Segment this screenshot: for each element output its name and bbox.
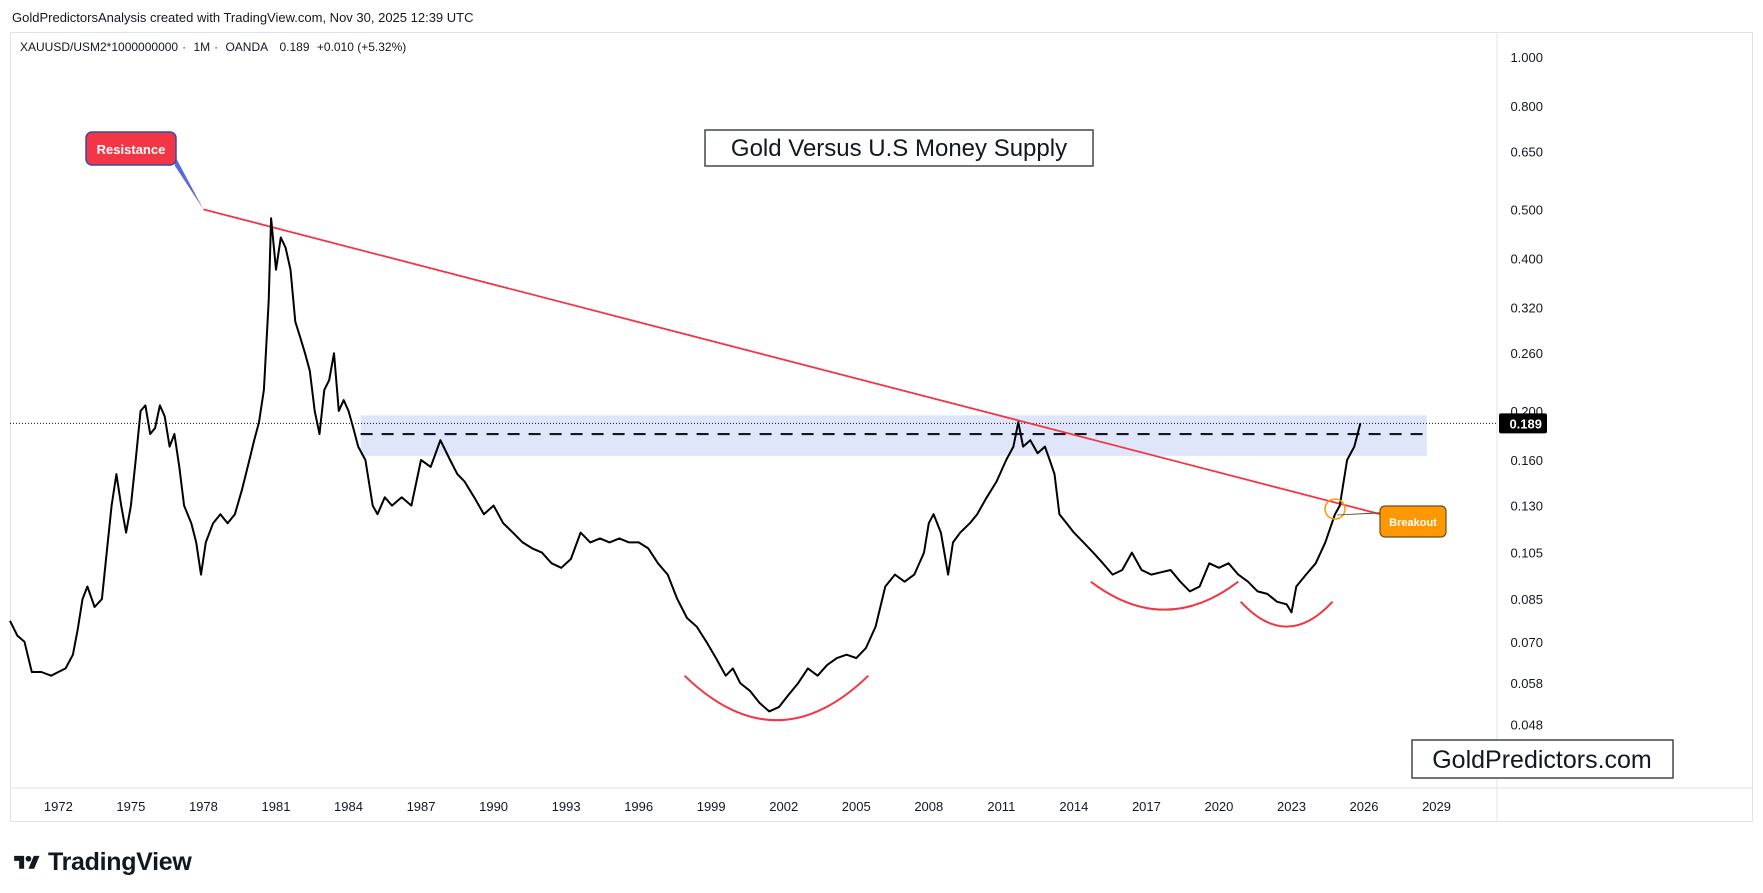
price-tick-label: 1.000	[1510, 50, 1543, 65]
breakout-label-box	[1379, 505, 1447, 538]
time-tick-label: 2014	[1059, 799, 1088, 814]
last-value-badge-label: 0.189	[1509, 416, 1542, 431]
price-tick-label: 0.160	[1510, 453, 1543, 468]
price-tick-label: 0.500	[1510, 202, 1543, 217]
chart-title-box: Gold Versus U.S Money Supply	[704, 129, 1094, 167]
time-tick-label: 1984	[334, 799, 363, 814]
resistance-pointer	[175, 156, 204, 210]
symbol-last-value: 0.189	[279, 40, 310, 54]
tradingview-logo[interactable]: TradingView	[12, 848, 192, 877]
time-tick-label: 1978	[189, 799, 218, 814]
time-tick-label: 1999	[697, 799, 726, 814]
tradingview-icon	[14, 855, 40, 869]
symbol-legend: XAUUSD/USM2*1000000000 · 1M · OANDA 0.189 …	[20, 40, 407, 54]
time-tick-label: 2002	[769, 799, 798, 814]
attribution-text: GoldPredictorsAnalysis created with Trad…	[12, 10, 474, 25]
chart-title: Gold Versus U.S Money Supply	[731, 135, 1067, 162]
time-tick-label: 1987	[407, 799, 436, 814]
trendline-layer	[203, 208, 1437, 530]
price-tick-label: 0.130	[1510, 499, 1543, 514]
time-tick-label: 2023	[1277, 799, 1306, 814]
price-tick-label: 0.800	[1510, 99, 1543, 114]
watermark-box: GoldPredictors.com	[1411, 739, 1674, 779]
chart-frame	[10, 32, 1753, 822]
time-tick-label: 2005	[842, 799, 871, 814]
label-layer: Resistance Breakout	[85, 131, 1447, 538]
price-tick-label: 0.650	[1510, 145, 1543, 160]
price-tick-label: 0.048	[1510, 718, 1543, 733]
watermark-text: GoldPredictors.com	[1432, 746, 1652, 774]
time-tick-label: 2011	[987, 799, 1015, 814]
resistance-zone	[360, 415, 1427, 456]
tradingview-wordmark: TradingView	[48, 848, 192, 876]
symbol-name[interactable]: XAUUSD/USM2*1000000000	[20, 40, 179, 54]
series-layer	[9, 217, 1362, 713]
rounding-bottom-curve	[1090, 580, 1239, 611]
resistance-trendline	[203, 208, 1437, 530]
rounding-bottom-curves	[683, 580, 1334, 722]
rounding-bottom-curve	[683, 674, 870, 722]
time-tick-label: 2020	[1204, 799, 1233, 814]
time-tick-label: 2029	[1422, 799, 1451, 814]
price-tick-label: 0.085	[1510, 592, 1543, 607]
price-tick-label: 0.320	[1510, 301, 1543, 316]
time-tick-label: 2008	[914, 799, 943, 814]
resistance-zone-layer	[10, 415, 1497, 456]
price-series-line	[9, 217, 1362, 713]
time-tick-label: 1981	[262, 799, 291, 814]
symbol-exchange: OANDA	[225, 40, 269, 54]
time-tick-label: 1996	[624, 799, 653, 814]
price-tick-label: 0.400	[1510, 251, 1543, 266]
symbol-interval: 1M	[193, 40, 211, 54]
breakout-label-text: Breakout	[1389, 517, 1437, 529]
time-tick-label: 1993	[552, 799, 581, 814]
symbol-change: +0.010 (+5.32%)	[316, 40, 407, 54]
price-tick-label: 0.260	[1510, 346, 1543, 361]
resistance-label-text: Resistance	[97, 142, 166, 157]
time-tick-label: 2026	[1350, 799, 1379, 814]
price-tick-label: 0.070	[1510, 635, 1543, 650]
price-axis: 1.0000.8000.6500.5000.4000.3200.2600.200…	[1499, 50, 1547, 773]
time-axis: 1972 1975 1978 1981 1984 1987 1990 1993 1996 1999…	[44, 799, 1451, 814]
time-tick-label: 1990	[479, 799, 508, 814]
last-value-badge	[1499, 413, 1547, 434]
breakout-circle	[1324, 498, 1346, 520]
resistance-label-box	[85, 131, 177, 166]
price-tick-label: 0.058	[1510, 676, 1543, 691]
time-tick-label: 1972	[44, 799, 73, 814]
rounding-bottom-curve	[1239, 600, 1334, 628]
price-tick-label: 0.105	[1510, 546, 1543, 561]
time-tick-label: 1975	[116, 799, 145, 814]
time-tick-label: 2017	[1132, 799, 1161, 814]
